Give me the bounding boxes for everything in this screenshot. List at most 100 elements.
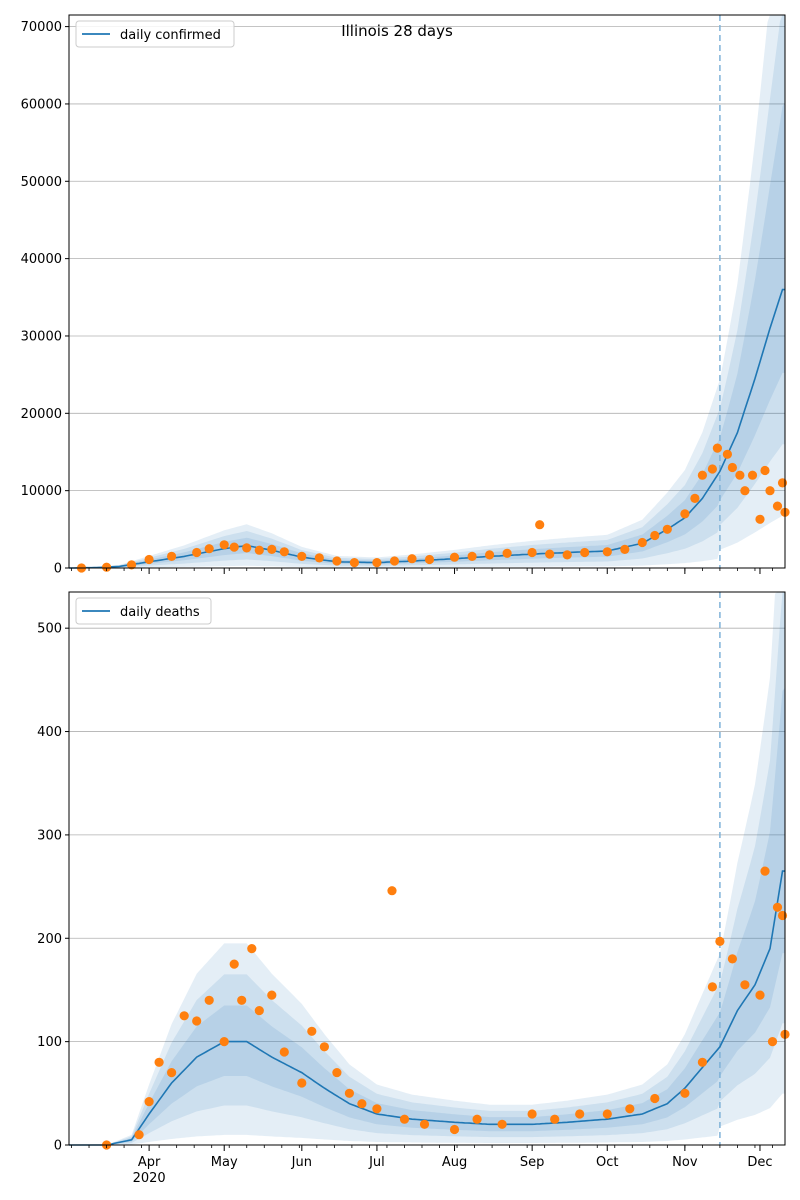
deaths-band [69,687,785,1145]
confirmed-y-tick-label: 20000 [21,407,62,422]
deaths-observed-point [575,1109,585,1119]
deaths-y-tick-label: 400 [37,725,62,740]
deaths-observed-point [772,902,783,912]
confirmed-observed-point [332,556,342,566]
confirmed-observed-point [127,560,137,570]
deaths-observed-point [372,1104,382,1114]
deaths-observed-point [297,1078,307,1088]
deaths-observed-point [602,1109,612,1119]
deaths-observed-point [307,1026,317,1036]
confirmed-observed-point [620,544,630,555]
deaths-y-tick-label: 300 [37,828,62,843]
deaths-y-tick-label: 0 [54,1139,62,1154]
confirmed-observed-point [545,549,555,559]
deaths-observed-point [279,1047,289,1057]
deaths-observed-point [399,1114,410,1124]
confirmed-observed-point [580,547,590,558]
deaths-legend-box [75,597,212,625]
deaths-observed-point [387,886,397,896]
deaths-observed-point [357,1099,367,1109]
deaths-x-tick-label: Dec [747,1155,772,1170]
confirmed-observed-point [242,543,252,553]
deaths-y-tick-label: 500 [37,622,62,637]
deaths-x-tick-label: Apr [138,1155,161,1170]
deaths-model-line [69,870,785,1146]
confirmed-observed-point [535,520,545,530]
deaths-band [69,592,785,1145]
confirmed-observed-point [167,551,177,562]
deaths-observed-point [332,1068,342,1078]
confirmed-observed-point [765,486,775,496]
deaths-x-tick-label: Jun [291,1155,312,1170]
confirmed-observed-point [690,493,700,503]
confirmed-y-tick-label: 50000 [21,175,62,190]
confirmed-y-tick-label: 60000 [21,97,62,112]
deaths-x-axis: Apr May Jun Jul Aug Sep Oct Nov Dec 2020 [71,1145,773,1186]
confirmed-uncertainty-bands [69,15,785,568]
confirmed-observed-point [314,553,324,563]
confirmed-observed-point [772,501,783,511]
confirmed-observed-points [76,443,790,573]
confirmed-observed-point [727,462,738,473]
deaths-observed-point [267,990,277,1000]
deaths-axes-frame [68,591,786,1146]
deaths-observed-point [707,982,718,992]
deaths-observed-point [550,1114,560,1124]
confirmed-observed-point [697,470,708,480]
confirmed-observed-point [747,470,758,480]
confirmed-observed-point [219,540,229,550]
deaths-observed-point [419,1119,430,1129]
confirmed-y-tick-label: 10000 [21,484,62,499]
deaths-observed-point [134,1130,144,1140]
deaths-observed-point [472,1114,482,1124]
confirmed-y-tick-label: 30000 [21,329,62,344]
deaths-observed-point [219,1037,229,1047]
confirmed-observed-point [229,542,239,552]
confirmed-observed-point [707,464,718,474]
confirmed-y-tick-label: 40000 [21,252,62,267]
confirmed-legend-label: daily confirmed [120,28,221,43]
confirmed-observed-point [527,547,537,558]
confirmed-band [69,15,785,568]
confirmed-band [69,15,785,568]
confirmed-y-axis: 0 10000 20000 30000 40000 50000 60000 70000 [21,20,69,577]
confirmed-observed-point [680,509,690,519]
confirmed-observed-point [389,556,400,566]
confirmed-observed-point [735,470,745,480]
confirmed-axes-frame [68,14,786,569]
confirmed-observed-point [712,443,723,453]
deaths-observed-point [625,1104,635,1114]
confirmed-observed-point [279,547,289,557]
deaths-observed-point [344,1088,354,1098]
deaths-observed-point [319,1042,329,1052]
deaths-x-tick-label: Sep [520,1155,545,1170]
confirmed-observed-point [562,550,572,560]
deaths-observed-point [680,1088,690,1098]
deaths-x-tick-label: May [211,1155,238,1170]
deaths-x-tick-label: Jul [368,1155,385,1170]
deaths-x-tick-label: Aug [442,1155,467,1170]
deaths-observed-point [740,980,750,990]
confirmed-observed-point [467,551,477,562]
deaths-observed-point [697,1057,708,1067]
deaths-observed-point [527,1109,537,1119]
deaths-observed-point [192,1016,202,1026]
deaths-observed-point [237,995,247,1005]
deaths-panel: 0 100 200 300 400 500 Apr May Jun Jul Aug Sep Oct No… [37,591,790,1186]
confirmed-observed-point [755,514,765,524]
confirmed-observed-point [740,486,750,496]
confirmed-observed-point [722,449,733,459]
deaths-observed-point [727,954,738,964]
deaths-observed-point [167,1068,177,1078]
confirmed-observed-point [449,552,460,562]
confirmed-observed-point [602,547,612,557]
deaths-legend-label: daily deaths [120,605,200,620]
confirmed-observed-point [192,547,202,558]
confirmed-y-tick-label: 0 [54,562,62,577]
confirmed-observed-point [637,537,647,548]
confirmed-observed-point [254,545,264,555]
deaths-x-tick-label: Nov [672,1155,698,1170]
chart-title: Illinois 28 days [341,22,453,40]
deaths-observed-point [497,1119,507,1129]
